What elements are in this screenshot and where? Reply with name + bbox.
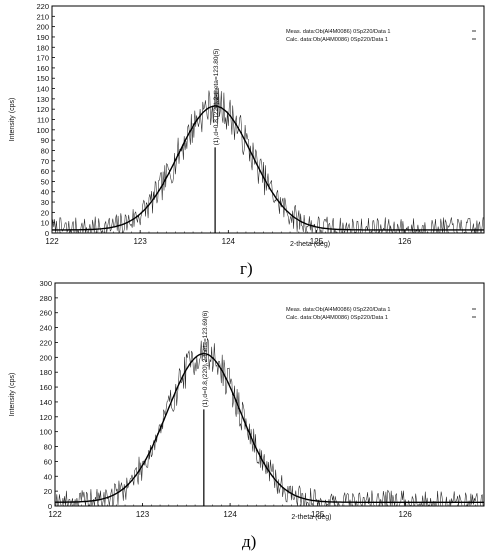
x-tick-label: 124 (222, 237, 236, 246)
x-tick-label: 124 (223, 510, 237, 519)
y-tick-label: 70 (41, 157, 49, 166)
y-tick-label: 30 (41, 198, 49, 207)
x-tick-label: 125 (311, 510, 325, 519)
y-tick-label: 90 (41, 136, 49, 145)
y-tick-label: 40 (41, 188, 49, 197)
y-tick-label: 130 (36, 95, 49, 104)
y-tick-label: 80 (41, 146, 49, 155)
x-axis-label: 2-theta (deg) (290, 241, 330, 248)
y-tick-label: 140 (39, 398, 52, 407)
y-axis-label: Intensity (cps) (9, 98, 16, 142)
y-tick-label: 210 (36, 12, 49, 21)
y-tick-label: 260 (39, 309, 52, 318)
figure-caption: д) (242, 532, 256, 551)
y-tick-label: 280 (39, 294, 52, 303)
y-tick-label: 20 (44, 487, 52, 496)
legend-entry: Calc. data:Ob(Al4M0086) 0Sp220/Data 1 (286, 315, 388, 321)
x-tick-label: 126 (399, 510, 413, 519)
y-tick-label: 220 (39, 338, 52, 347)
y-tick-label: 140 (36, 85, 49, 94)
y-tick-label: 40 (44, 472, 52, 481)
y-tick-label: 180 (39, 368, 52, 377)
x-tick-label: 123 (136, 510, 150, 519)
y-tick-label: 240 (39, 324, 52, 333)
y-tick-label: 150 (36, 74, 49, 83)
legend-entry: Calc. data:Ob(Al4M0086) 0Sp220/Data 1 (286, 37, 388, 43)
y-tick-label: 170 (36, 54, 49, 63)
y-tick-label: 190 (36, 33, 49, 42)
x-tick-label: 123 (133, 237, 147, 246)
y-tick-label: 0 (48, 502, 52, 511)
y-tick-label: 60 (41, 167, 49, 176)
y-tick-label: 20 (41, 208, 49, 217)
peak-label: (1),d=0.8,(220),2-theta=123.80(5) (213, 49, 220, 146)
y-tick-label: 120 (39, 413, 52, 422)
y-tick-label: 220 (36, 2, 49, 11)
plot-frame (54, 282, 485, 507)
x-axis-label: 2-theta (deg) (291, 514, 331, 521)
figure-caption: г) (240, 259, 253, 278)
legend-entry: Meas. data:Ob(Al4M0086) 0Sp220/Data 1 (286, 29, 390, 35)
y-tick-label: 100 (36, 126, 49, 135)
y-tick-label: 200 (36, 23, 49, 32)
y-axis-label: Intensity (cps) (9, 373, 16, 417)
legend-entry: Meas. data:Ob(Al4M0086) 0Sp220/Data 1 (286, 307, 390, 313)
y-tick-label: 110 (37, 116, 49, 125)
y-tick-label: 160 (36, 64, 49, 73)
plot-frame (51, 5, 485, 234)
measured-data-line (51, 87, 484, 235)
y-tick-label: 10 (41, 219, 49, 228)
chart-d: 0 20 40 60 80 100 120 140 160 180 200 220 240 260 280 3… (9, 279, 485, 551)
calculated-fit-line (55, 352, 484, 503)
x-tick-label: 122 (45, 237, 59, 246)
x-tick-label: 125 (310, 237, 324, 246)
y-tick-label: 180 (36, 43, 49, 52)
y-tick-label: 120 (36, 105, 49, 114)
y-tick-label: 200 (39, 353, 52, 362)
x-tick-label: 126 (398, 237, 412, 246)
y-tick-label: 100 (39, 428, 52, 437)
y-tick-label: 0 (45, 229, 49, 238)
y-tick-label: 60 (44, 457, 52, 466)
peak-label: (1),d=0.8,(220),2-theta=123.69(6) (202, 311, 209, 408)
measured-data-line (55, 337, 484, 508)
calculated-fit-line (52, 105, 484, 231)
y-tick-label: 50 (41, 177, 49, 186)
y-tick-label: 160 (39, 383, 52, 392)
y-tick-label: 300 (39, 279, 52, 288)
x-tick-label: 122 (48, 510, 62, 519)
y-tick-label: 80 (44, 443, 52, 452)
